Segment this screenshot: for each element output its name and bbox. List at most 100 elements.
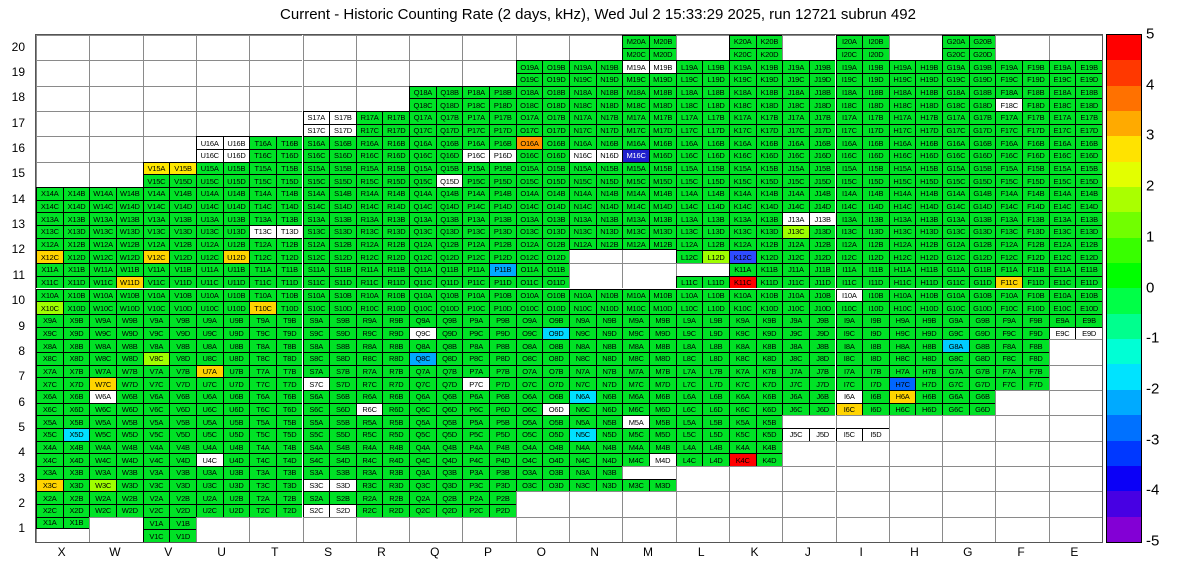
- cell-H17D: H17D: [915, 123, 943, 137]
- cell-N14D: N14D: [595, 199, 623, 213]
- cell-R5B: R5B: [382, 415, 410, 428]
- cell-J10B: J10B: [808, 288, 836, 302]
- cell-X14B: X14B: [62, 187, 90, 200]
- cell-S12D: S12D: [329, 250, 356, 264]
- cell-K17C: K17C: [728, 123, 756, 137]
- cell-U9C: U9C: [195, 326, 223, 340]
- cell-R8B: R8B: [382, 339, 410, 352]
- cell-W9C: W9C: [89, 326, 116, 340]
- cell-I20D: I20D: [862, 47, 889, 61]
- cell-N12B: N12B: [595, 237, 623, 251]
- cell-U2B: U2B: [222, 491, 250, 504]
- cell-I19A: I19A: [835, 60, 863, 74]
- cell-R4A: R4A: [355, 440, 383, 454]
- cell-O16C: O16C: [515, 149, 543, 162]
- cell-I18C: I18C: [835, 98, 863, 112]
- cell-O4B: O4B: [542, 440, 569, 454]
- cell-M15A: M15A: [622, 161, 649, 175]
- cell-W7A: W7A: [89, 364, 116, 378]
- cell-J8C: J8C: [782, 351, 809, 365]
- cell-M19D: M19D: [648, 73, 676, 86]
- cell-L9C: L9C: [675, 326, 703, 340]
- cell-J16D: J16D: [808, 149, 836, 162]
- cell-J18B: J18B: [808, 85, 836, 99]
- cell-J17D: J17D: [808, 123, 836, 137]
- cell-K4B: K4B: [755, 440, 783, 454]
- cell-W3A: W3A: [89, 465, 116, 479]
- cell-V6B: V6B: [169, 389, 196, 403]
- cell-N12A: N12A: [569, 237, 596, 251]
- cell-V2A: V2A: [142, 491, 170, 504]
- cell-S17D: S17D: [329, 123, 356, 137]
- cell-M14C: M14C: [622, 199, 649, 213]
- cell-G14B: G14B: [968, 187, 996, 200]
- cell-E12D: E12D: [1075, 250, 1102, 264]
- cell-F12C: F12C: [995, 250, 1023, 264]
- cell-Q6C: Q6C: [409, 402, 436, 416]
- cell-H19C: H19C: [888, 73, 916, 86]
- cell-O12A: O12A: [515, 237, 543, 251]
- cell-N6C: N6C: [569, 402, 596, 416]
- cell-R6B: R6B: [382, 389, 410, 403]
- cell-S16D: S16D: [329, 149, 356, 162]
- cell-I8D: I8D: [862, 351, 889, 365]
- cell-N10D: N10D: [595, 301, 623, 314]
- cell-O7B: O7B: [542, 364, 569, 378]
- cell-E9B: E9B: [1075, 313, 1102, 327]
- cell-R15A: R15A: [355, 161, 383, 175]
- colorbar-segment-8: [1107, 237, 1141, 264]
- cell-L11D: L11D: [702, 275, 729, 289]
- cell-N4D: N4D: [595, 453, 623, 466]
- grid-cell-bg: [142, 339, 196, 365]
- cell-E18A: E18A: [1048, 85, 1076, 99]
- cell-P18B: P18B: [489, 85, 516, 99]
- colorbar-tick--3: -3: [1146, 431, 1160, 449]
- cell-G9B: G9B: [968, 313, 996, 327]
- cell-Q8C: Q8C: [409, 351, 436, 365]
- cell-F13B: F13B: [1022, 212, 1049, 226]
- cell-T12A: T12A: [249, 237, 276, 251]
- cell-H6B: H6B: [915, 389, 943, 403]
- cell-J9B: J9B: [808, 313, 836, 327]
- cell-X8A: X8A: [36, 339, 63, 352]
- cell-P14A: P14A: [462, 187, 490, 200]
- cell-V5D: V5D: [169, 427, 196, 441]
- grid-cell-bg: [782, 516, 836, 542]
- grid-cell-bg: [569, 35, 623, 61]
- cell-W12D: W12D: [115, 250, 143, 264]
- cell-L7C: L7C: [675, 377, 703, 390]
- cell-V11A: V11A: [142, 263, 170, 276]
- cell-F13D: F13D: [1022, 225, 1049, 238]
- y-axis-label-15: 15: [11, 166, 25, 181]
- grid-cell-bg: [89, 85, 143, 112]
- cell-M9A: M9A: [622, 313, 649, 327]
- cell-R9B: R9B: [382, 313, 410, 327]
- cell-P3C: P3C: [462, 478, 490, 492]
- cell-V2C: V2C: [142, 503, 170, 517]
- cell-J15C: J15C: [782, 174, 809, 188]
- grid-cell-bg: [1048, 364, 1102, 390]
- cell-H12A: H12A: [888, 237, 916, 251]
- grid-cell-bg: [36, 161, 90, 188]
- cell-M4C: M4C: [622, 453, 649, 466]
- cell-X2C: X2C: [36, 503, 63, 517]
- cell-N3C: N3C: [569, 478, 596, 492]
- cell-M12A: M12A: [622, 237, 649, 251]
- cell-Q15A: Q15A: [409, 161, 436, 175]
- colorbar-segment-3: [1107, 111, 1141, 137]
- cell-H9D: H9D: [915, 326, 943, 340]
- cell-T6C: T6C: [249, 402, 276, 416]
- cell-S13B: S13B: [329, 212, 356, 226]
- cell-L15A: L15A: [675, 161, 703, 175]
- cell-I18B: I18B: [862, 85, 889, 99]
- cell-H17C: H17C: [888, 123, 916, 137]
- cell-E19C: E19C: [1048, 73, 1076, 86]
- cell-Q9B: Q9B: [435, 313, 463, 327]
- cell-W7C: W7C: [89, 377, 116, 390]
- cell-I12A: I12A: [835, 237, 863, 251]
- cell-W8D: W8D: [115, 351, 143, 365]
- grid-cell-bg: [249, 60, 303, 86]
- cell-I17D: I17D: [862, 123, 889, 137]
- cell-P5D: P5D: [489, 427, 516, 441]
- cell-J14A: J14A: [782, 187, 809, 200]
